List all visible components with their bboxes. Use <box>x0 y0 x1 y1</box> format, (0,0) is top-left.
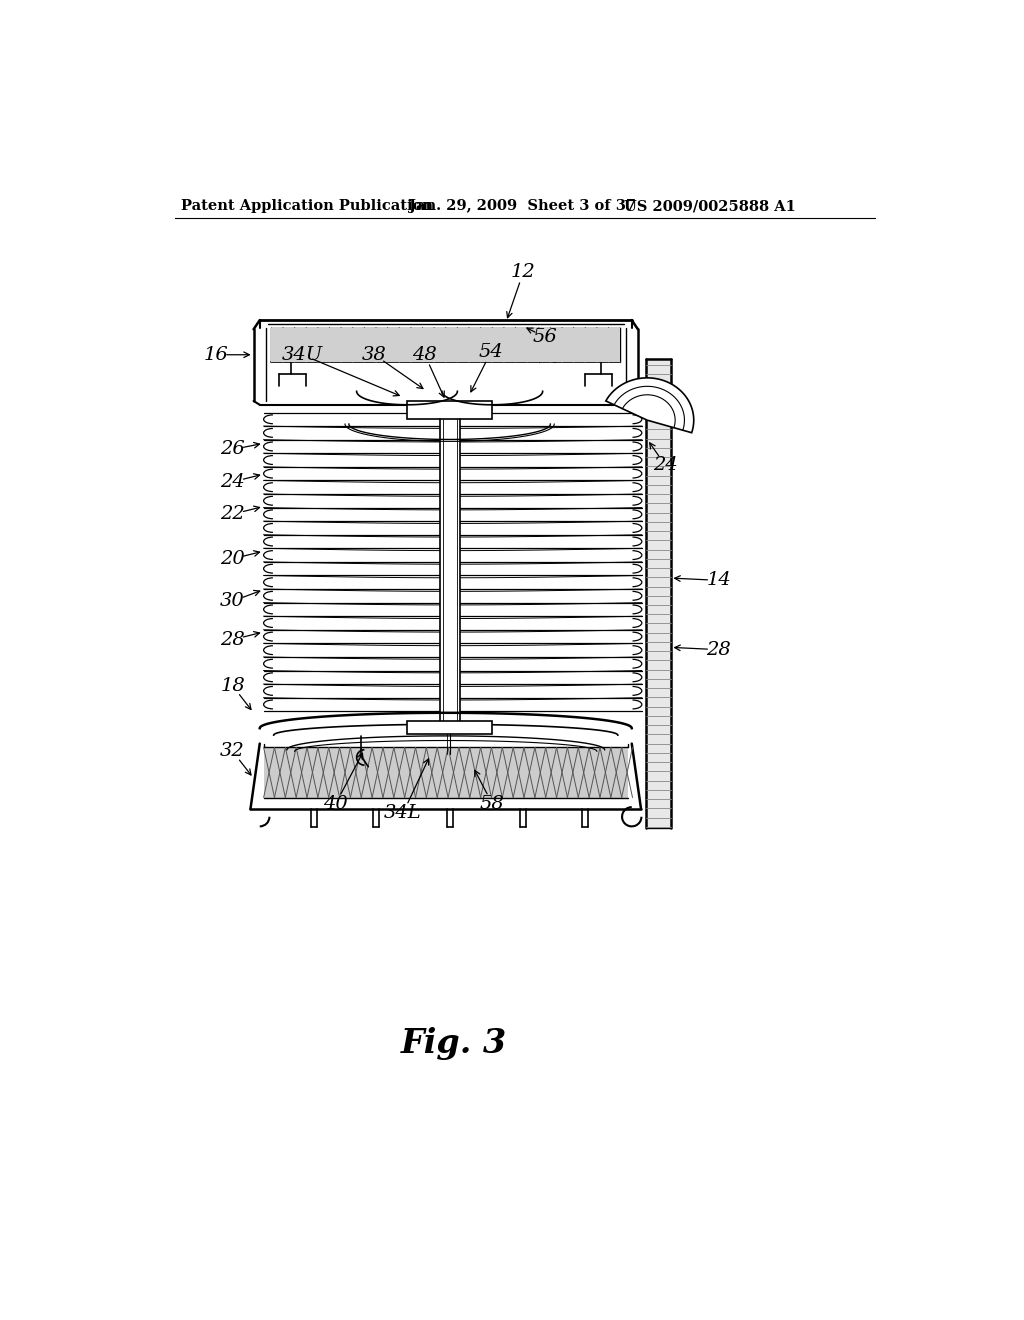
Text: 30: 30 <box>220 593 245 610</box>
Text: 28: 28 <box>707 640 731 659</box>
Polygon shape <box>646 359 671 829</box>
Polygon shape <box>254 313 638 409</box>
Text: 54: 54 <box>478 343 503 362</box>
Text: 26: 26 <box>220 441 245 458</box>
Text: 24: 24 <box>220 473 245 491</box>
Polygon shape <box>407 401 493 418</box>
Text: 58: 58 <box>480 795 505 813</box>
Text: Fig. 3: Fig. 3 <box>400 1027 507 1060</box>
Text: 12: 12 <box>511 264 536 281</box>
Text: 24: 24 <box>652 455 678 474</box>
Polygon shape <box>439 418 460 725</box>
Text: Patent Application Publication: Patent Application Publication <box>180 199 433 213</box>
Text: US 2009/0025888 A1: US 2009/0025888 A1 <box>624 199 796 213</box>
Text: 20: 20 <box>220 550 245 568</box>
Text: 28: 28 <box>220 631 245 648</box>
Text: 56: 56 <box>532 329 557 346</box>
Text: 32: 32 <box>220 742 245 760</box>
Polygon shape <box>407 721 493 734</box>
Text: 40: 40 <box>324 795 348 813</box>
Text: 38: 38 <box>362 346 387 364</box>
Text: 22: 22 <box>220 506 245 523</box>
Polygon shape <box>263 747 628 797</box>
Polygon shape <box>606 378 693 433</box>
Text: 34L: 34L <box>384 804 422 822</box>
Text: 18: 18 <box>220 677 245 694</box>
Text: 14: 14 <box>707 572 731 589</box>
Text: 48: 48 <box>413 346 437 364</box>
Text: 16: 16 <box>203 346 228 364</box>
Polygon shape <box>271 327 621 363</box>
Text: 34U: 34U <box>282 346 323 364</box>
Text: Jan. 29, 2009  Sheet 3 of 37: Jan. 29, 2009 Sheet 3 of 37 <box>409 199 636 213</box>
